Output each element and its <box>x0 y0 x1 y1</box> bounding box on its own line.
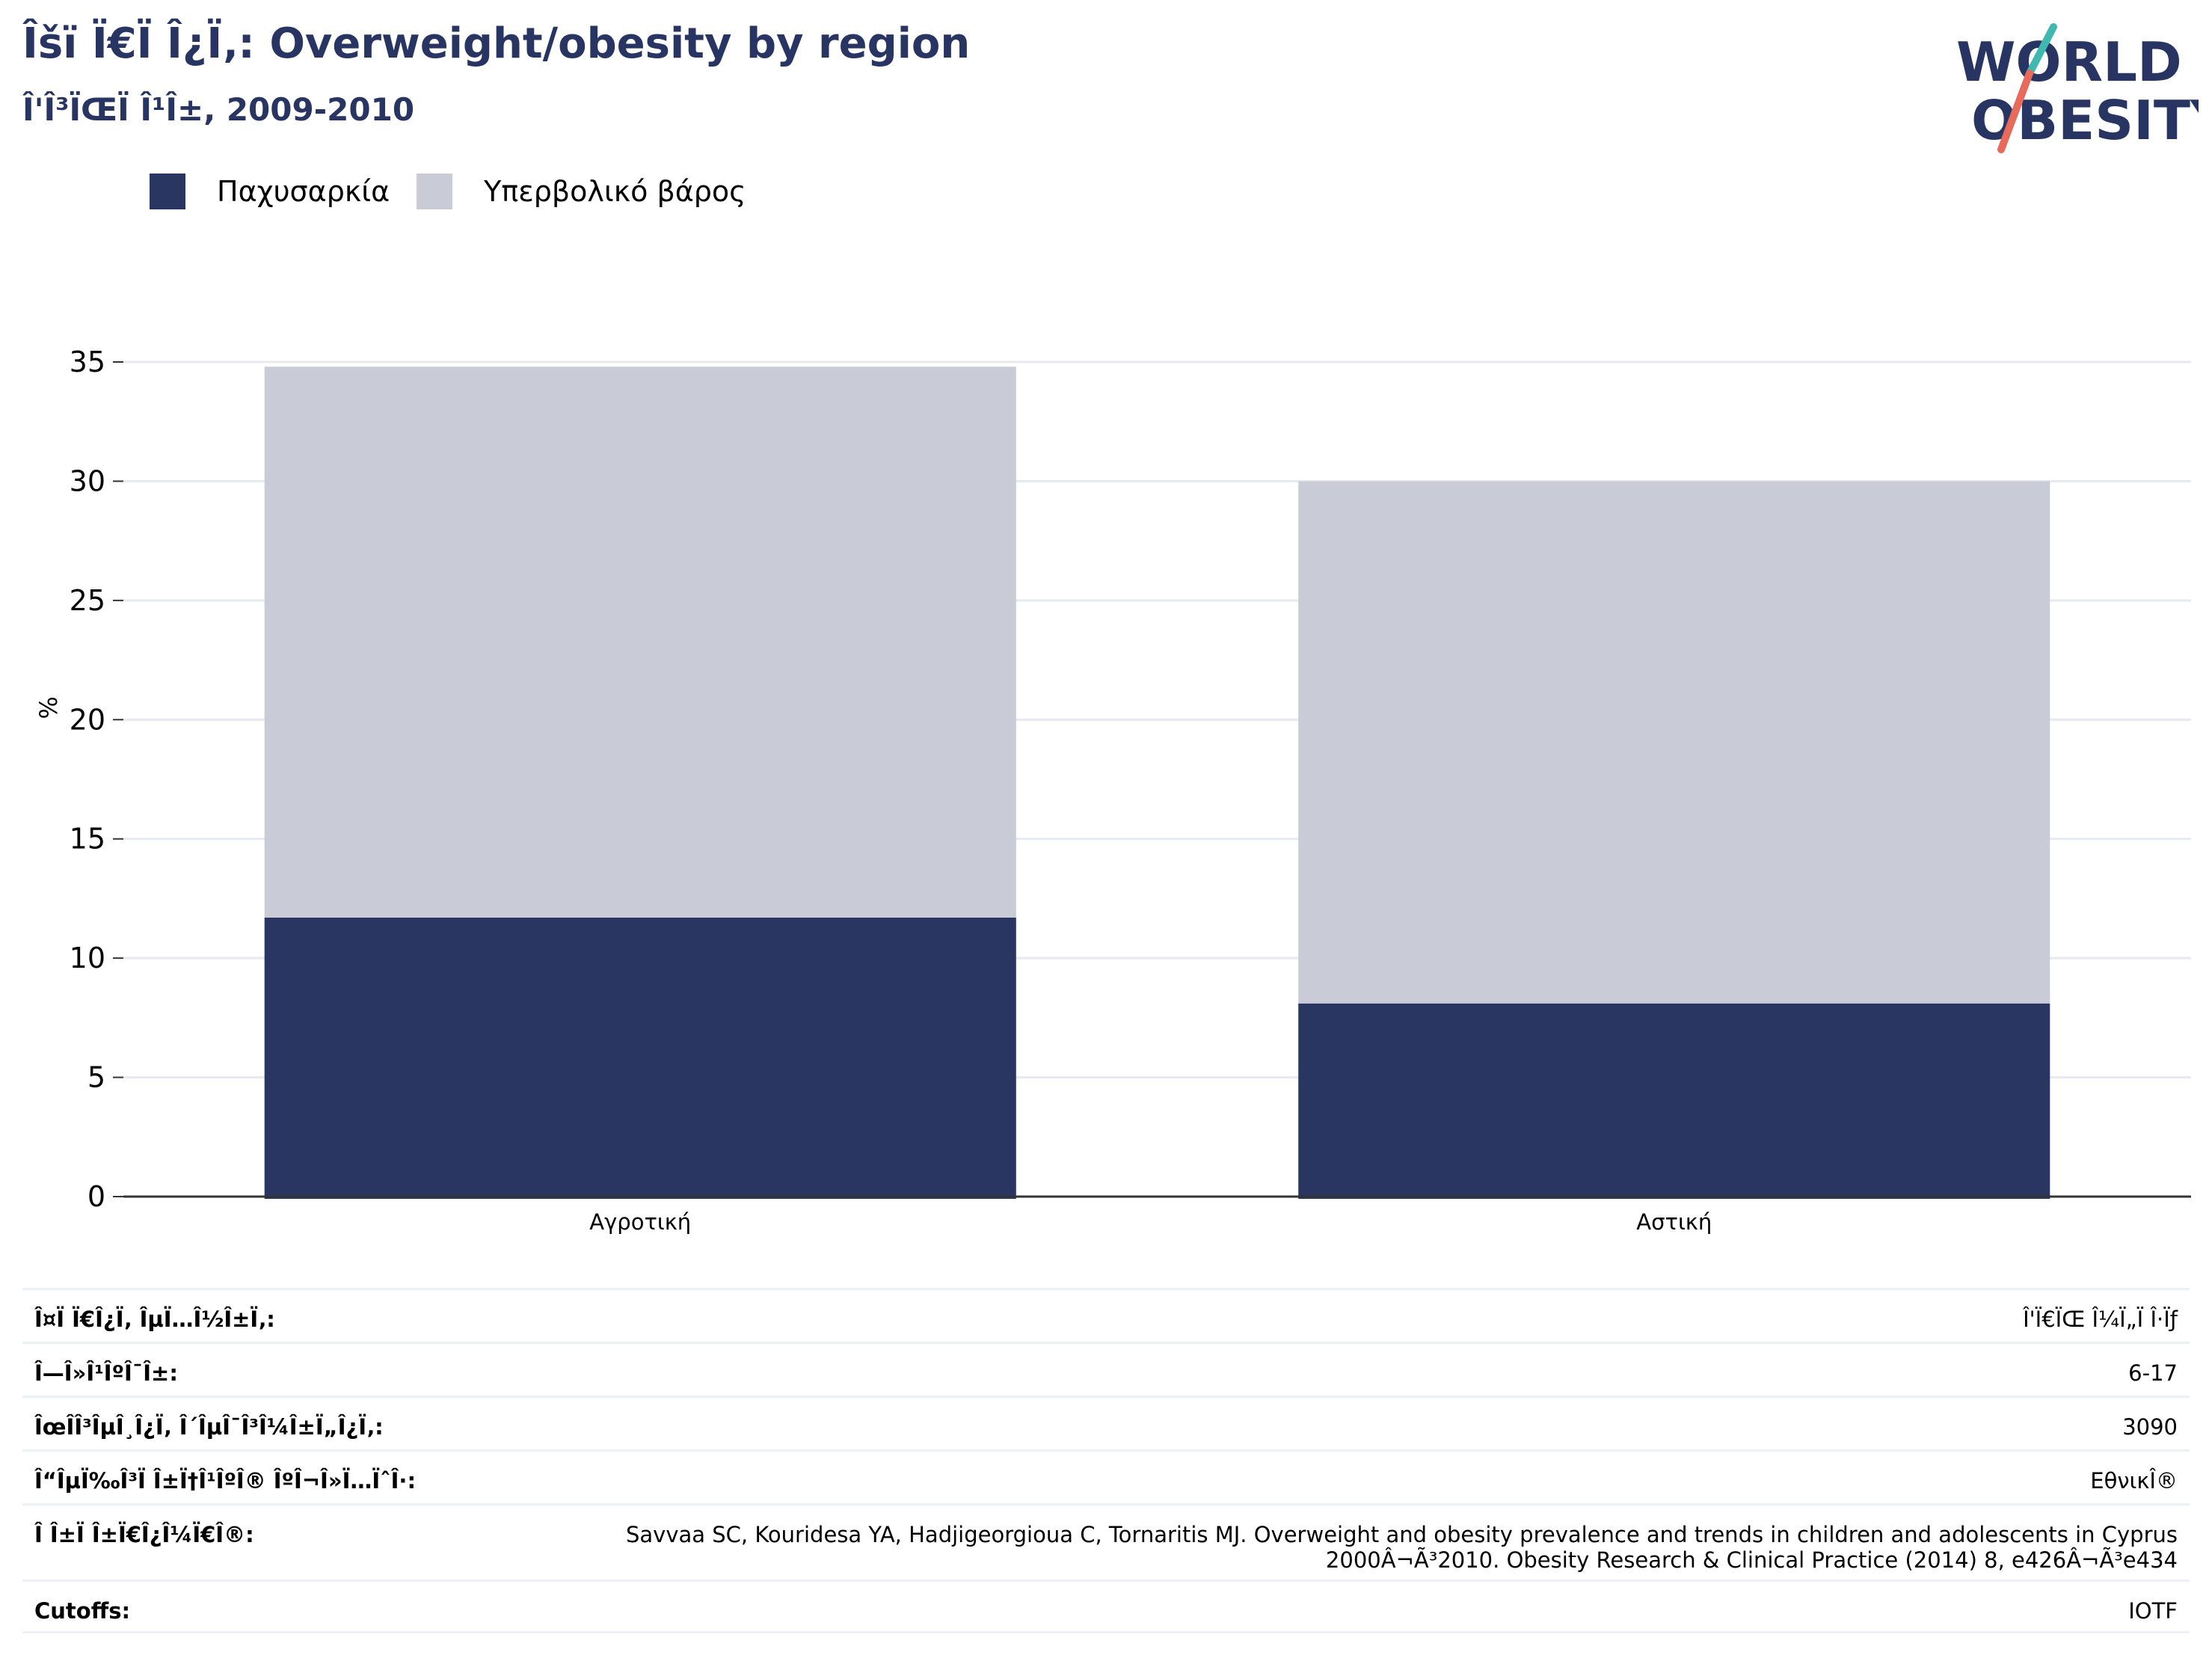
info-row-age: Î—Î»Î¹ÎºÎ¯Î±: 6-17 <box>22 1342 2190 1396</box>
y-tick-label: 30 <box>70 464 105 497</box>
legend-label-overweight: Υπερβολικό βάρος <box>484 175 746 208</box>
info-row-survey-type: Î¤Ï Ï€Î¿Ï‚ ÎµÏ…Î½Î±Ï‚: Î'Ï€ÏŒ Î¼Ï„Ï Î·Ïƒ <box>22 1288 2190 1342</box>
x-tick-label: Αγροτική <box>589 1209 691 1235</box>
info-row-reference: Î Î±Ï Î±Ï€Î¿Î¼Ï€Î®: Savvaa SC, Kouridesa… <box>22 1503 2190 1580</box>
world-obesity-logo: WORLD OBESITY <box>1956 23 2199 153</box>
info-value-coverage: ΕθνικÎ® <box>2090 1468 2178 1494</box>
info-row-cutoffs: Cutoffs: IOTF <box>22 1580 2190 1633</box>
info-value-sample-size: 3090 <box>2122 1414 2178 1440</box>
info-value-reference: Savvaa SC, Kouridesa YA, Hadjigeorgioua … <box>626 1522 2178 1573</box>
info-label-coverage: Î“ÎµÏ‰Î³Ï Î±Ï†Î¹ÎºÎ® ÎºÎ¬Î»Ï…ÏˆÎ·: <box>34 1468 417 1494</box>
legend: Παχυσαρκία Υπερβολικό βάρος <box>150 174 772 209</box>
logo-slash-bottom <box>1997 70 2033 153</box>
info-label-survey-type: Î¤Ï Ï€Î¿Ï‚ ÎµÏ…Î½Î±Ï‚: <box>34 1307 275 1332</box>
bar-overweight-1 <box>1298 481 2050 1004</box>
info-value-cutoffs: IOTF <box>2128 1598 2178 1624</box>
y-tick-label: 10 <box>70 942 105 974</box>
legend-item-obesity[interactable]: Παχυσαρκία <box>150 174 390 209</box>
stacked-bar-chart: 0 5 10 15 20 25 30 35% Αγροτική Αστική <box>34 346 2191 1235</box>
x-tick-label: Αστική <box>1636 1209 1712 1235</box>
bar-obesity-1 <box>1298 1003 2050 1199</box>
bar-overweight-0 <box>264 366 1016 918</box>
info-value-age: 6-17 <box>2128 1360 2178 1386</box>
chart-title: Îšï Ï€Ï Î¿Ï‚: Overweight/obesity by regi… <box>22 19 971 68</box>
logo-text-world: WORLD <box>1956 31 2182 93</box>
legend-swatch-overweight <box>417 174 453 209</box>
legend-item-overweight[interactable]: Υπερβολικό βάρος <box>417 174 746 209</box>
info-table: Î¤Ï Ï€Î¿Ï‚ ÎµÏ…Î½Î±Ï‚: Î'Ï€ÏŒ Î¼Ï„Ï Î·Ïƒ… <box>22 1288 2190 1633</box>
y-tick-label: 25 <box>70 584 105 617</box>
y-tick-label: 35 <box>70 346 105 378</box>
y-tick-label: 0 <box>87 1180 105 1213</box>
info-row-coverage: Î“ÎµÏ‰Î³Ï Î±Ï†Î¹ÎºÎ® ÎºÎ¬Î»Ï…ÏˆÎ·: Εθνικ… <box>22 1449 2190 1503</box>
y-tick-label: 20 <box>70 703 105 736</box>
info-value-survey-type: Î'Ï€ÏŒ Î¼Ï„Ï Î·Ïƒ <box>2023 1307 2178 1332</box>
chart-subtitle: Î'Î³ÏŒÏ Î¹Î±, 2009-2010 <box>22 91 415 128</box>
logo-slash-top <box>2026 23 2057 77</box>
info-label-cutoffs: Cutoffs: <box>34 1598 131 1624</box>
info-label-sample-size: ÎœÎ­Î³ÎµÎ¸Î¿Ï‚ Î´ÎµÎ¯Î³Î¼Î±Ï„Î¿Ï‚: <box>34 1414 384 1440</box>
y-axis-label: % <box>34 696 63 719</box>
y-tick-label: 15 <box>70 823 105 856</box>
info-label-age: Î—Î»Î¹ÎºÎ¯Î±: <box>34 1360 178 1386</box>
legend-label-obesity: Παχυσαρκία <box>217 175 390 208</box>
bar-obesity-0 <box>264 917 1016 1199</box>
y-tick-label: 5 <box>87 1061 105 1094</box>
info-label-reference: Î Î±Ï Î±Ï€Î¿Î¼Ï€Î®: <box>34 1522 254 1547</box>
info-row-sample-size: ÎœÎ­Î³ÎµÎ¸Î¿Ï‚ Î´ÎµÎ¯Î³Î¼Î±Ï„Î¿Ï‚: 3090 <box>22 1396 2190 1449</box>
legend-swatch-obesity <box>150 174 185 209</box>
